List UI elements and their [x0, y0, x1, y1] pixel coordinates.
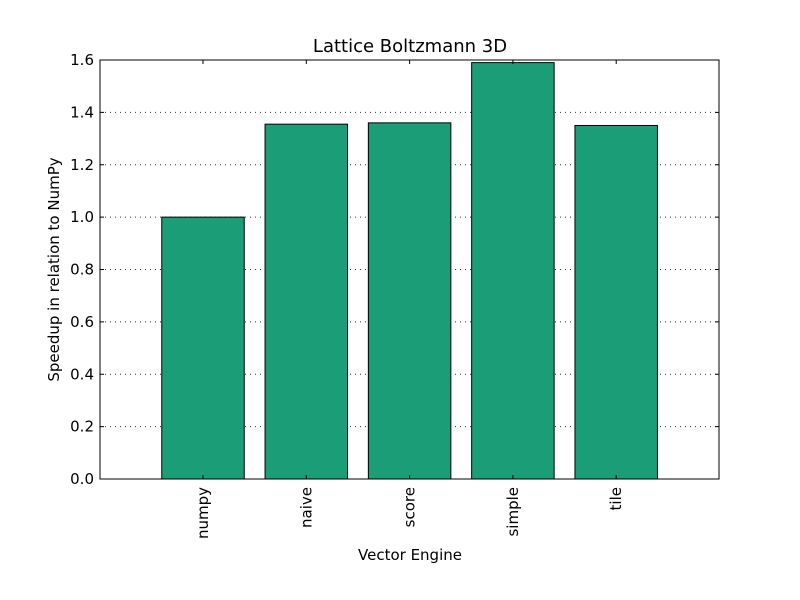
y-tick-label: 1.2	[70, 156, 94, 174]
plot-frame	[99, 59, 720, 480]
x-tick-label-naive: naive	[297, 487, 315, 528]
x-tick-label-numpy: numpy	[194, 487, 212, 539]
bar-simple	[471, 62, 555, 480]
y-tick-label: 0.2	[70, 418, 94, 436]
bar-score	[367, 122, 452, 480]
ticks-layer: 0.0 0.2 0.4 0.6 0.8 1.0 1.2 1.4 1.6 numpy naive sco…	[70, 51, 719, 539]
x-tick-label-score: score	[401, 487, 419, 527]
bar-tile	[574, 124, 658, 480]
y-tick-label: 0.6	[70, 313, 94, 331]
y-tick-label: 0.4	[70, 365, 94, 383]
chart-title: Lattice Boltzmann 3D	[313, 36, 507, 57]
y-tick-label: 1.0	[70, 208, 94, 226]
bars-layer	[161, 62, 658, 480]
bar-numpy	[161, 216, 245, 480]
x-tick-label-tile: tile	[607, 487, 625, 510]
bar-naive	[264, 123, 349, 480]
y-tick-label: 1.6	[70, 51, 94, 69]
x-tick-label-simple: simple	[504, 487, 522, 537]
y-tick-label: 1.4	[70, 103, 94, 121]
y-tick-label: 0.0	[70, 470, 94, 488]
y-tick-label: 0.8	[70, 261, 94, 279]
y-axis-label: Speedup in relation to NumPy	[45, 157, 63, 381]
x-axis-label: Vector Engine	[358, 546, 462, 564]
